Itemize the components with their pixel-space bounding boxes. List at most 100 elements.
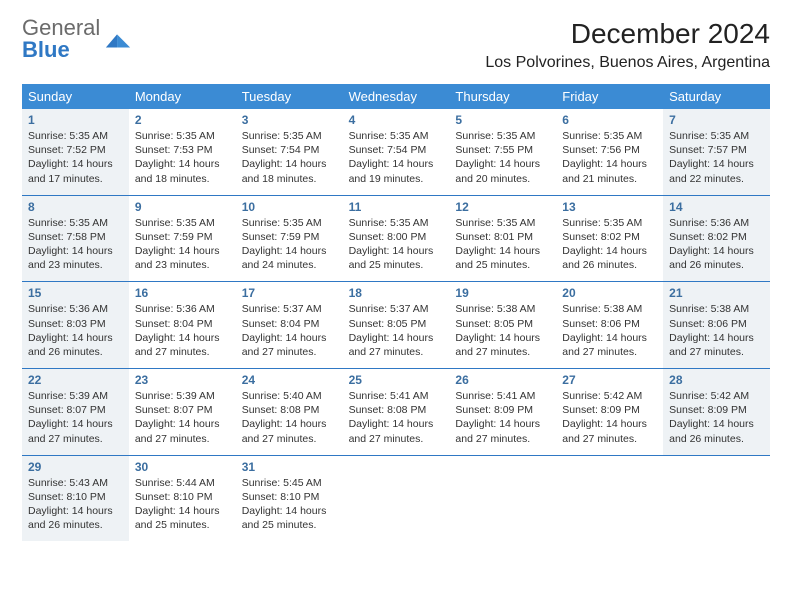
sunrise-line: Sunrise: 5:41 AM <box>349 389 444 403</box>
day-header: Monday <box>129 84 236 109</box>
dl2-line: and 25 minutes. <box>242 518 337 532</box>
day-number: 8 <box>28 200 123 214</box>
sunrise-line: Sunrise: 5:37 AM <box>242 302 337 316</box>
week-row: 8Sunrise: 5:35 AMSunset: 7:58 PMDaylight… <box>22 195 770 282</box>
day-cell: 13Sunrise: 5:35 AMSunset: 8:02 PMDayligh… <box>556 196 663 282</box>
dl1-line: Daylight: 14 hours <box>28 244 123 258</box>
sunset-line: Sunset: 7:57 PM <box>669 143 764 157</box>
day-number: 2 <box>135 113 230 127</box>
sunrise-line: Sunrise: 5:35 AM <box>135 216 230 230</box>
dl2-line: and 23 minutes. <box>28 258 123 272</box>
empty-cell <box>556 456 663 542</box>
brand-word-2: Blue <box>22 37 70 62</box>
dl1-line: Daylight: 14 hours <box>562 244 657 258</box>
empty-cell <box>663 456 770 542</box>
dl2-line: and 26 minutes. <box>669 258 764 272</box>
day-number: 3 <box>242 113 337 127</box>
day-number: 20 <box>562 286 657 300</box>
sunrise-line: Sunrise: 5:35 AM <box>349 129 444 143</box>
dl1-line: Daylight: 14 hours <box>28 331 123 345</box>
sunset-line: Sunset: 8:03 PM <box>28 317 123 331</box>
day-cell: 20Sunrise: 5:38 AMSunset: 8:06 PMDayligh… <box>556 282 663 368</box>
sunset-line: Sunset: 8:10 PM <box>135 490 230 504</box>
dl1-line: Daylight: 14 hours <box>349 244 444 258</box>
dl2-line: and 27 minutes. <box>562 345 657 359</box>
dl1-line: Daylight: 14 hours <box>242 417 337 431</box>
day-cell: 7Sunrise: 5:35 AMSunset: 7:57 PMDaylight… <box>663 109 770 195</box>
day-number: 18 <box>349 286 444 300</box>
dl1-line: Daylight: 14 hours <box>135 417 230 431</box>
dl2-line: and 27 minutes. <box>242 345 337 359</box>
day-number: 27 <box>562 373 657 387</box>
dl2-line: and 20 minutes. <box>455 172 550 186</box>
dl1-line: Daylight: 14 hours <box>455 417 550 431</box>
dl1-line: Daylight: 14 hours <box>562 157 657 171</box>
day-header-row: SundayMondayTuesdayWednesdayThursdayFrid… <box>22 84 770 109</box>
sunset-line: Sunset: 8:09 PM <box>455 403 550 417</box>
sunset-line: Sunset: 8:06 PM <box>669 317 764 331</box>
day-cell: 14Sunrise: 5:36 AMSunset: 8:02 PMDayligh… <box>663 196 770 282</box>
dl1-line: Daylight: 14 hours <box>562 331 657 345</box>
day-cell: 29Sunrise: 5:43 AMSunset: 8:10 PMDayligh… <box>22 456 129 542</box>
day-cell: 12Sunrise: 5:35 AMSunset: 8:01 PMDayligh… <box>449 196 556 282</box>
sunrise-line: Sunrise: 5:35 AM <box>28 216 123 230</box>
day-number: 30 <box>135 460 230 474</box>
dl2-line: and 26 minutes. <box>28 345 123 359</box>
dl1-line: Daylight: 14 hours <box>455 244 550 258</box>
sunset-line: Sunset: 8:07 PM <box>135 403 230 417</box>
location-text: Los Polvorines, Buenos Aires, Argentina <box>485 54 770 72</box>
day-cell: 6 Sunrise: 5:35 AMSunset: 7:56 PMDaylight… <box>556 109 663 195</box>
dl1-line: Daylight: 14 hours <box>28 417 123 431</box>
calendar-page: General Blue December 2024 Los Polvorine… <box>0 0 792 559</box>
dl1-line: Daylight: 14 hours <box>242 504 337 518</box>
sunset-line: Sunset: 8:00 PM <box>349 230 444 244</box>
dl1-line: Daylight: 14 hours <box>669 331 764 345</box>
day-cell: 18Sunrise: 5:37 AMSunset: 8:05 PMDayligh… <box>343 282 450 368</box>
dl1-line: Daylight: 14 hours <box>669 244 764 258</box>
sunset-line: Sunset: 7:55 PM <box>455 143 550 157</box>
sunset-line: Sunset: 7:54 PM <box>242 143 337 157</box>
sunrise-line: Sunrise: 5:35 AM <box>135 129 230 143</box>
sunset-line: Sunset: 8:09 PM <box>669 403 764 417</box>
sunset-line: Sunset: 8:06 PM <box>562 317 657 331</box>
sunrise-line: Sunrise: 5:37 AM <box>349 302 444 316</box>
day-number: 17 <box>242 286 337 300</box>
week-row: 15Sunrise: 5:36 AMSunset: 8:03 PMDayligh… <box>22 281 770 368</box>
sunset-line: Sunset: 8:09 PM <box>562 403 657 417</box>
day-cell: 27 Sunrise: 5:42 AMSunset: 8:09 PMDayligh… <box>556 369 663 455</box>
day-number: 23 <box>135 373 230 387</box>
dl2-line: and 19 minutes. <box>349 172 444 186</box>
empty-cell <box>343 456 450 542</box>
sunrise-line: Sunrise: 5:35 AM <box>669 129 764 143</box>
day-cell: 17Sunrise: 5:37 AMSunset: 8:04 PMDayligh… <box>236 282 343 368</box>
sunset-line: Sunset: 8:01 PM <box>455 230 550 244</box>
dl2-line: and 23 minutes. <box>135 258 230 272</box>
day-number: 1 <box>28 113 123 127</box>
sunset-line: Sunset: 8:10 PM <box>242 490 337 504</box>
sunset-line: Sunset: 8:05 PM <box>455 317 550 331</box>
day-number: 28 <box>669 373 764 387</box>
dl1-line: Daylight: 14 hours <box>135 244 230 258</box>
day-cell: 21Sunrise: 5:38 AMSunset: 8:06 PMDayligh… <box>663 282 770 368</box>
sunset-line: Sunset: 7:56 PM <box>562 143 657 157</box>
sunrise-line: Sunrise: 5:42 AM <box>562 389 657 403</box>
day-cell: 31Sunrise: 5:45 AMSunset: 8:10 PMDayligh… <box>236 456 343 542</box>
dl2-line: and 27 minutes. <box>455 432 550 446</box>
dl1-line: Daylight: 14 hours <box>562 417 657 431</box>
day-cell: 26Sunrise: 5:41 AMSunset: 8:09 PMDayligh… <box>449 369 556 455</box>
dl2-line: and 27 minutes. <box>455 345 550 359</box>
day-cell: 4Sunrise: 5:35 AMSunset: 7:54 PMDaylight… <box>343 109 450 195</box>
sunset-line: Sunset: 7:58 PM <box>28 230 123 244</box>
dl2-line: and 27 minutes. <box>135 432 230 446</box>
sunset-line: Sunset: 8:07 PM <box>28 403 123 417</box>
day-number: 22 <box>28 373 123 387</box>
sunrise-line: Sunrise: 5:39 AM <box>28 389 123 403</box>
sunrise-line: Sunrise: 5:35 AM <box>349 216 444 230</box>
sunrise-line: Sunrise: 5:35 AM <box>562 129 657 143</box>
day-cell: 11 Sunrise: 5:35 AMSunset: 8:00 PMDayligh… <box>343 196 450 282</box>
sunrise-line: Sunrise: 5:38 AM <box>669 302 764 316</box>
day-number: 11 <box>349 200 444 214</box>
day-cell: 8 Sunrise: 5:35 AMSunset: 7:58 PMDaylight… <box>22 196 129 282</box>
day-cell: 24Sunrise: 5:40 AMSunset: 8:08 PMDayligh… <box>236 369 343 455</box>
day-number: 6 <box>562 113 657 127</box>
